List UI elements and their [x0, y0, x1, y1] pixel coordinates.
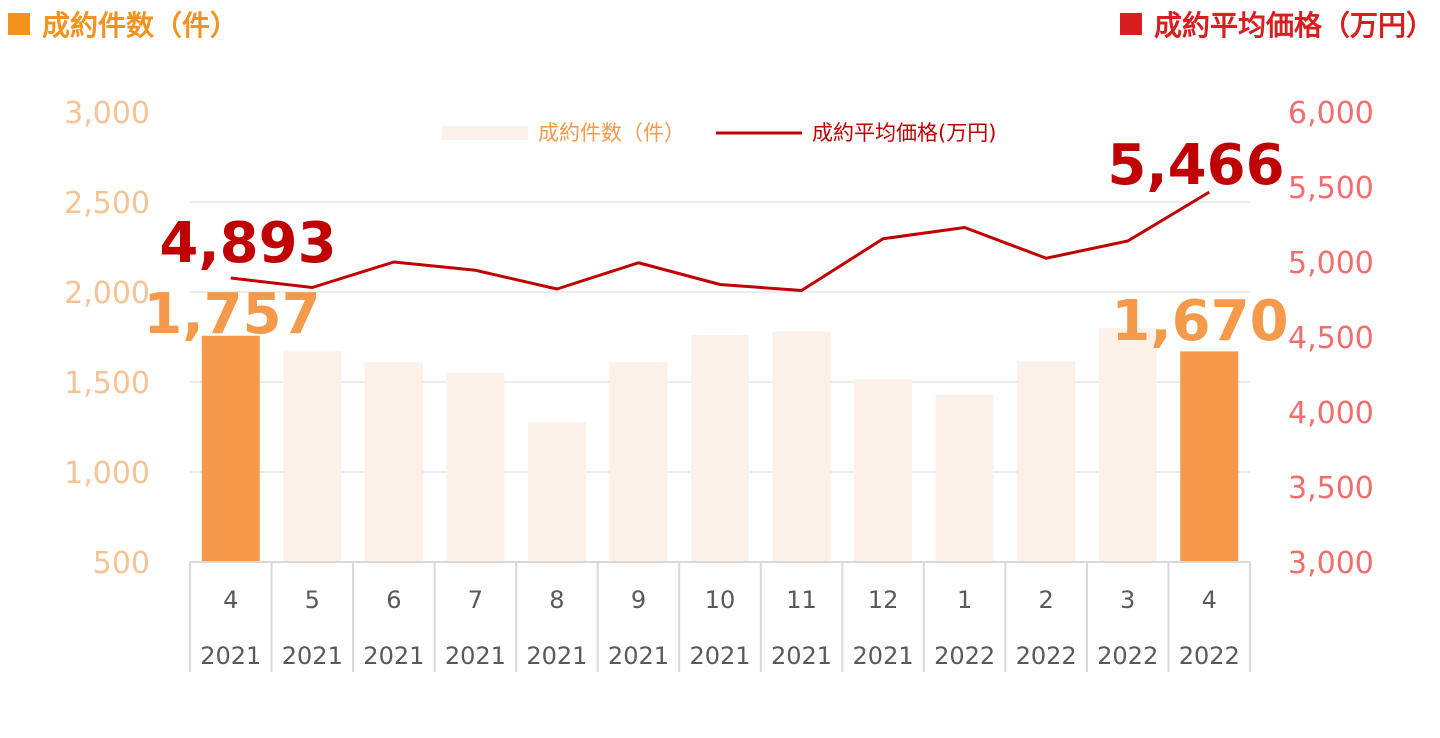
bar	[364, 362, 423, 562]
category-year-label: 2021	[526, 642, 587, 670]
bar	[446, 373, 505, 562]
category-year-label: 2021	[200, 642, 261, 670]
category-month-label: 7	[468, 586, 483, 614]
category-month-label: 10	[705, 586, 736, 614]
category-month-label: 11	[786, 586, 817, 614]
right-axis-header-label: 成約平均価格（万円）	[1153, 9, 1434, 42]
category-month-label: 4	[223, 586, 238, 614]
data-label-price-first: 4,893	[159, 211, 336, 276]
category-year-label: 2022	[1179, 642, 1240, 670]
bar	[772, 331, 831, 562]
right-axis-tick-label: 3,500	[1288, 471, 1374, 506]
category-year-label: 2022	[1097, 642, 1158, 670]
category-year-label: 2022	[934, 642, 995, 670]
category-month-label: 8	[549, 586, 564, 614]
right-axis-tick-label: 4,000	[1288, 396, 1374, 431]
category-month-label: 4	[1202, 586, 1217, 614]
legend-bar-label: 成約件数（件）	[538, 121, 685, 145]
right-axis-tick-label: 5,500	[1288, 171, 1374, 206]
bar	[1017, 361, 1076, 562]
right-axis-header: 成約平均価格（万円）	[1119, 4, 1434, 44]
category-year-label: 2022	[1016, 642, 1077, 670]
category-month-label: 12	[868, 586, 899, 614]
bar	[935, 394, 994, 562]
legend-bar-swatch	[442, 126, 528, 140]
red-square-icon	[1119, 13, 1142, 35]
price-line	[230, 190, 1211, 292]
category-month-label: 1	[957, 586, 972, 614]
category-year-label: 2021	[363, 642, 424, 670]
category-year-label: 2021	[282, 642, 343, 670]
orange-square-icon	[8, 13, 30, 35]
left-axis-tick-label: 500	[93, 546, 150, 581]
bar	[527, 422, 586, 562]
bar	[1098, 328, 1157, 562]
right-axis-tick-label: 6,000	[1288, 96, 1374, 131]
left-axis-tick-label: 2,000	[64, 276, 150, 311]
category-month-label: 9	[631, 586, 646, 614]
left-axis-tick-label: 1,500	[64, 366, 150, 401]
bar	[609, 362, 668, 562]
category-month-label: 6	[386, 586, 401, 614]
category-month-label: 2	[1039, 586, 1054, 614]
left-axis-header-label: 成約件数（件）	[42, 9, 239, 42]
category-year-label: 2021	[853, 642, 914, 670]
category-year-label: 2021	[771, 642, 832, 670]
right-axis-tick-label: 3,000	[1288, 546, 1374, 581]
category-month-label: 5	[305, 586, 320, 614]
category-month-label: 3	[1120, 586, 1135, 614]
right-axis-tick-label: 4,500	[1288, 321, 1374, 356]
data-label-count-last: 1,670	[1111, 289, 1288, 354]
left-axis-tick-label: 3,000	[64, 96, 150, 131]
left-axis-header: 成約件数（件）	[8, 4, 238, 44]
category-year-label: 2021	[689, 642, 750, 670]
bar	[854, 379, 913, 562]
bar	[201, 335, 260, 562]
left-axis-tick-label: 2,500	[64, 186, 150, 221]
bar	[691, 335, 749, 562]
category-year-label: 2021	[445, 642, 506, 670]
legend-line-label: 成約平均価格(万円)	[812, 121, 996, 145]
right-axis-tick-label: 5,000	[1288, 246, 1374, 281]
bar	[283, 351, 342, 562]
bar	[1180, 351, 1239, 562]
data-label-count-first: 1,757	[143, 282, 320, 347]
category-year-label: 2021	[608, 642, 669, 670]
data-label-price-last: 5,466	[1107, 133, 1284, 198]
left-axis-tick-label: 1,000	[64, 456, 150, 491]
